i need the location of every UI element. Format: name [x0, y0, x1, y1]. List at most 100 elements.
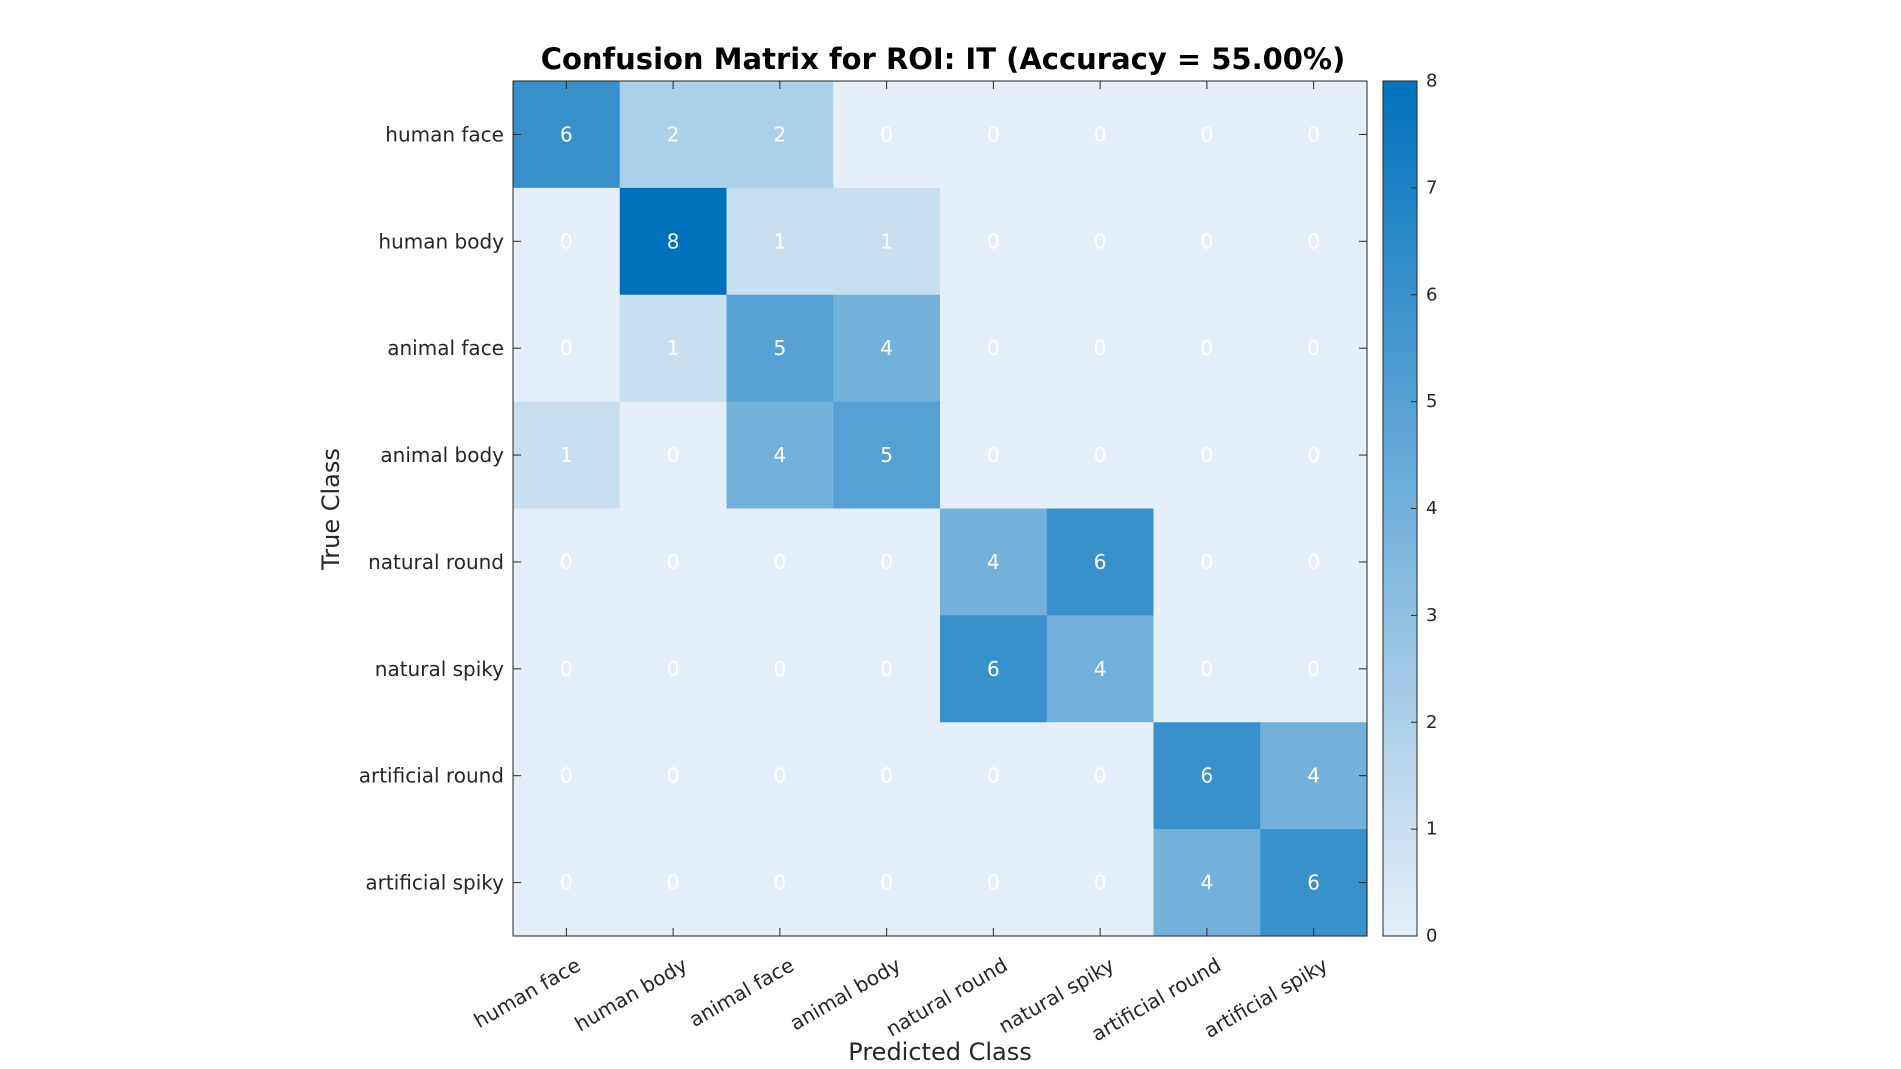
heatmap-cell: [513, 187, 621, 296]
cell-value-label: 0: [560, 336, 573, 360]
heatmap-cell: [513, 81, 621, 189]
heatmap-cell: [940, 615, 1048, 723]
cell-value-label: 0: [1094, 871, 1107, 895]
cell-value-label: 4: [880, 336, 893, 360]
y-tick-label: human face: [385, 122, 504, 146]
cell-value-label: 0: [1307, 336, 1320, 360]
cell-value-label: 0: [560, 229, 573, 253]
heatmap-cell: [726, 81, 834, 189]
x-axis-label: Predicted Class: [848, 1038, 1031, 1066]
heatmap-cell: [1153, 508, 1261, 616]
heatmap-cell: [1046, 294, 1155, 403]
plot-frame: [512, 80, 1368, 937]
cell-value-label: 0: [560, 550, 573, 574]
heatmap-cell: [726, 829, 834, 937]
cell-value-label: 0: [1094, 764, 1107, 788]
cell-value-label: 0: [1094, 229, 1107, 253]
x-tick-label: natural round: [882, 953, 1012, 1042]
cell-value-label: 4: [1307, 764, 1320, 788]
heatmap-cell: [1260, 294, 1368, 403]
heatmap-cell: [619, 187, 728, 296]
heatmap-cell: [833, 508, 941, 616]
heatmap-cell: [1153, 294, 1261, 403]
heatmap-cell: [833, 187, 941, 296]
heatmap-cell: [1046, 829, 1155, 937]
cell-value-label: 0: [1094, 122, 1107, 146]
colorbar-tick-label: 7: [1426, 177, 1437, 198]
heatmap-cell: [619, 615, 728, 723]
cell-value-label: 8: [667, 229, 680, 253]
cell-value-label: 6: [1094, 550, 1107, 574]
heatmap-cell: [833, 294, 941, 403]
cell-value-label: 6: [1201, 764, 1214, 788]
heatmap-cell: [940, 401, 1048, 510]
heatmap-cell: [940, 829, 1048, 937]
cell-value-label: 0: [1201, 550, 1214, 574]
cell-value-label: 4: [774, 443, 787, 467]
heatmap-cell: [1260, 508, 1368, 616]
colorbar-tick-label: 4: [1426, 498, 1437, 519]
cell-value-label: 0: [1307, 229, 1320, 253]
cell-value-label: 2: [667, 122, 680, 146]
cell-value-label: 0: [987, 229, 1000, 253]
colorbar-tick-label: 2: [1426, 712, 1437, 733]
heatmap-cell: [1153, 401, 1261, 510]
heatmap-cell: [513, 508, 621, 616]
colorbar: 0 1 2 3 4 5 6 7 8: [1382, 71, 1437, 947]
colorbar-tick-label: 6: [1426, 284, 1437, 305]
cell-value-label: 0: [667, 443, 680, 467]
cell-value-label: 5: [774, 336, 787, 360]
cell-value-label: 0: [880, 657, 893, 681]
cell-value-label: 0: [1094, 336, 1107, 360]
cell-value-label: 0: [987, 122, 1000, 146]
cell-value-label: 0: [987, 871, 1000, 895]
heatmap-cell: [726, 722, 834, 830]
heatmap-cell: [619, 401, 728, 510]
heatmap-cell: [1046, 81, 1155, 189]
chart-title: Confusion Matrix for ROI: IT (Accuracy =…: [541, 42, 1346, 76]
heatmap-cell: [726, 615, 834, 723]
y-axis-label: True Class: [317, 448, 345, 571]
heatmap-cell: [833, 829, 941, 937]
heatmap-cell: [726, 294, 834, 403]
y-tick-label: animal body: [380, 443, 504, 467]
heatmap-cell: [619, 294, 728, 403]
heatmap-cell: [1153, 829, 1261, 937]
heatmap-cell: [1153, 615, 1261, 723]
heatmap-cell: [1260, 81, 1368, 189]
cell-value-label: 4: [1201, 871, 1214, 895]
cell-value-label: 0: [987, 764, 1000, 788]
heatmap-cell: [1260, 829, 1368, 937]
x-tick-label: animal face: [685, 953, 798, 1032]
colorbar-tick-label: 3: [1426, 605, 1437, 626]
heatmap-cell: [1046, 401, 1155, 510]
cell-value-label: 1: [667, 336, 680, 360]
y-tick-label: natural round: [368, 550, 504, 574]
cell-value-label: 0: [1201, 443, 1214, 467]
heatmap-cell: [619, 81, 728, 189]
x-tick-label: human face: [470, 953, 585, 1033]
cell-value-label: 0: [560, 871, 573, 895]
cell-value-label: 0: [1201, 229, 1214, 253]
heatmap-cell: [833, 81, 941, 189]
heatmap-cell: [940, 294, 1048, 403]
heatmap-cell: [833, 722, 941, 830]
colorbar-tick-label: 0: [1426, 926, 1437, 947]
heatmap-cell: [619, 829, 728, 937]
y-tick-label: artificial spiky: [365, 871, 504, 895]
cell-value-label: 0: [774, 764, 787, 788]
y-tick-label: animal face: [387, 336, 504, 360]
heatmap-cell: [1046, 722, 1155, 830]
heatmap-cell: [1260, 615, 1368, 723]
heatmap-cell: [1046, 508, 1155, 616]
y-tick-label: human body: [378, 229, 504, 253]
heatmap-cell: [513, 401, 621, 510]
heatmap-cell: [619, 508, 728, 616]
heatmap-cell: [513, 829, 621, 937]
cell-value-label: 1: [560, 443, 573, 467]
cell-value-label: 0: [880, 764, 893, 788]
cell-value-label: 0: [1201, 657, 1214, 681]
heatmap-cell: [1046, 187, 1155, 296]
cell-value-label: 2: [774, 122, 787, 146]
